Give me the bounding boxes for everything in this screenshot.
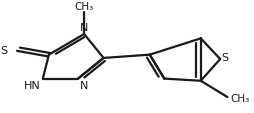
Text: S: S xyxy=(221,52,229,62)
Text: N: N xyxy=(80,23,88,33)
Text: CH₃: CH₃ xyxy=(230,93,249,103)
Text: S: S xyxy=(1,45,8,55)
Text: HN: HN xyxy=(24,80,40,90)
Text: N: N xyxy=(80,80,88,90)
Text: CH₃: CH₃ xyxy=(74,2,94,12)
